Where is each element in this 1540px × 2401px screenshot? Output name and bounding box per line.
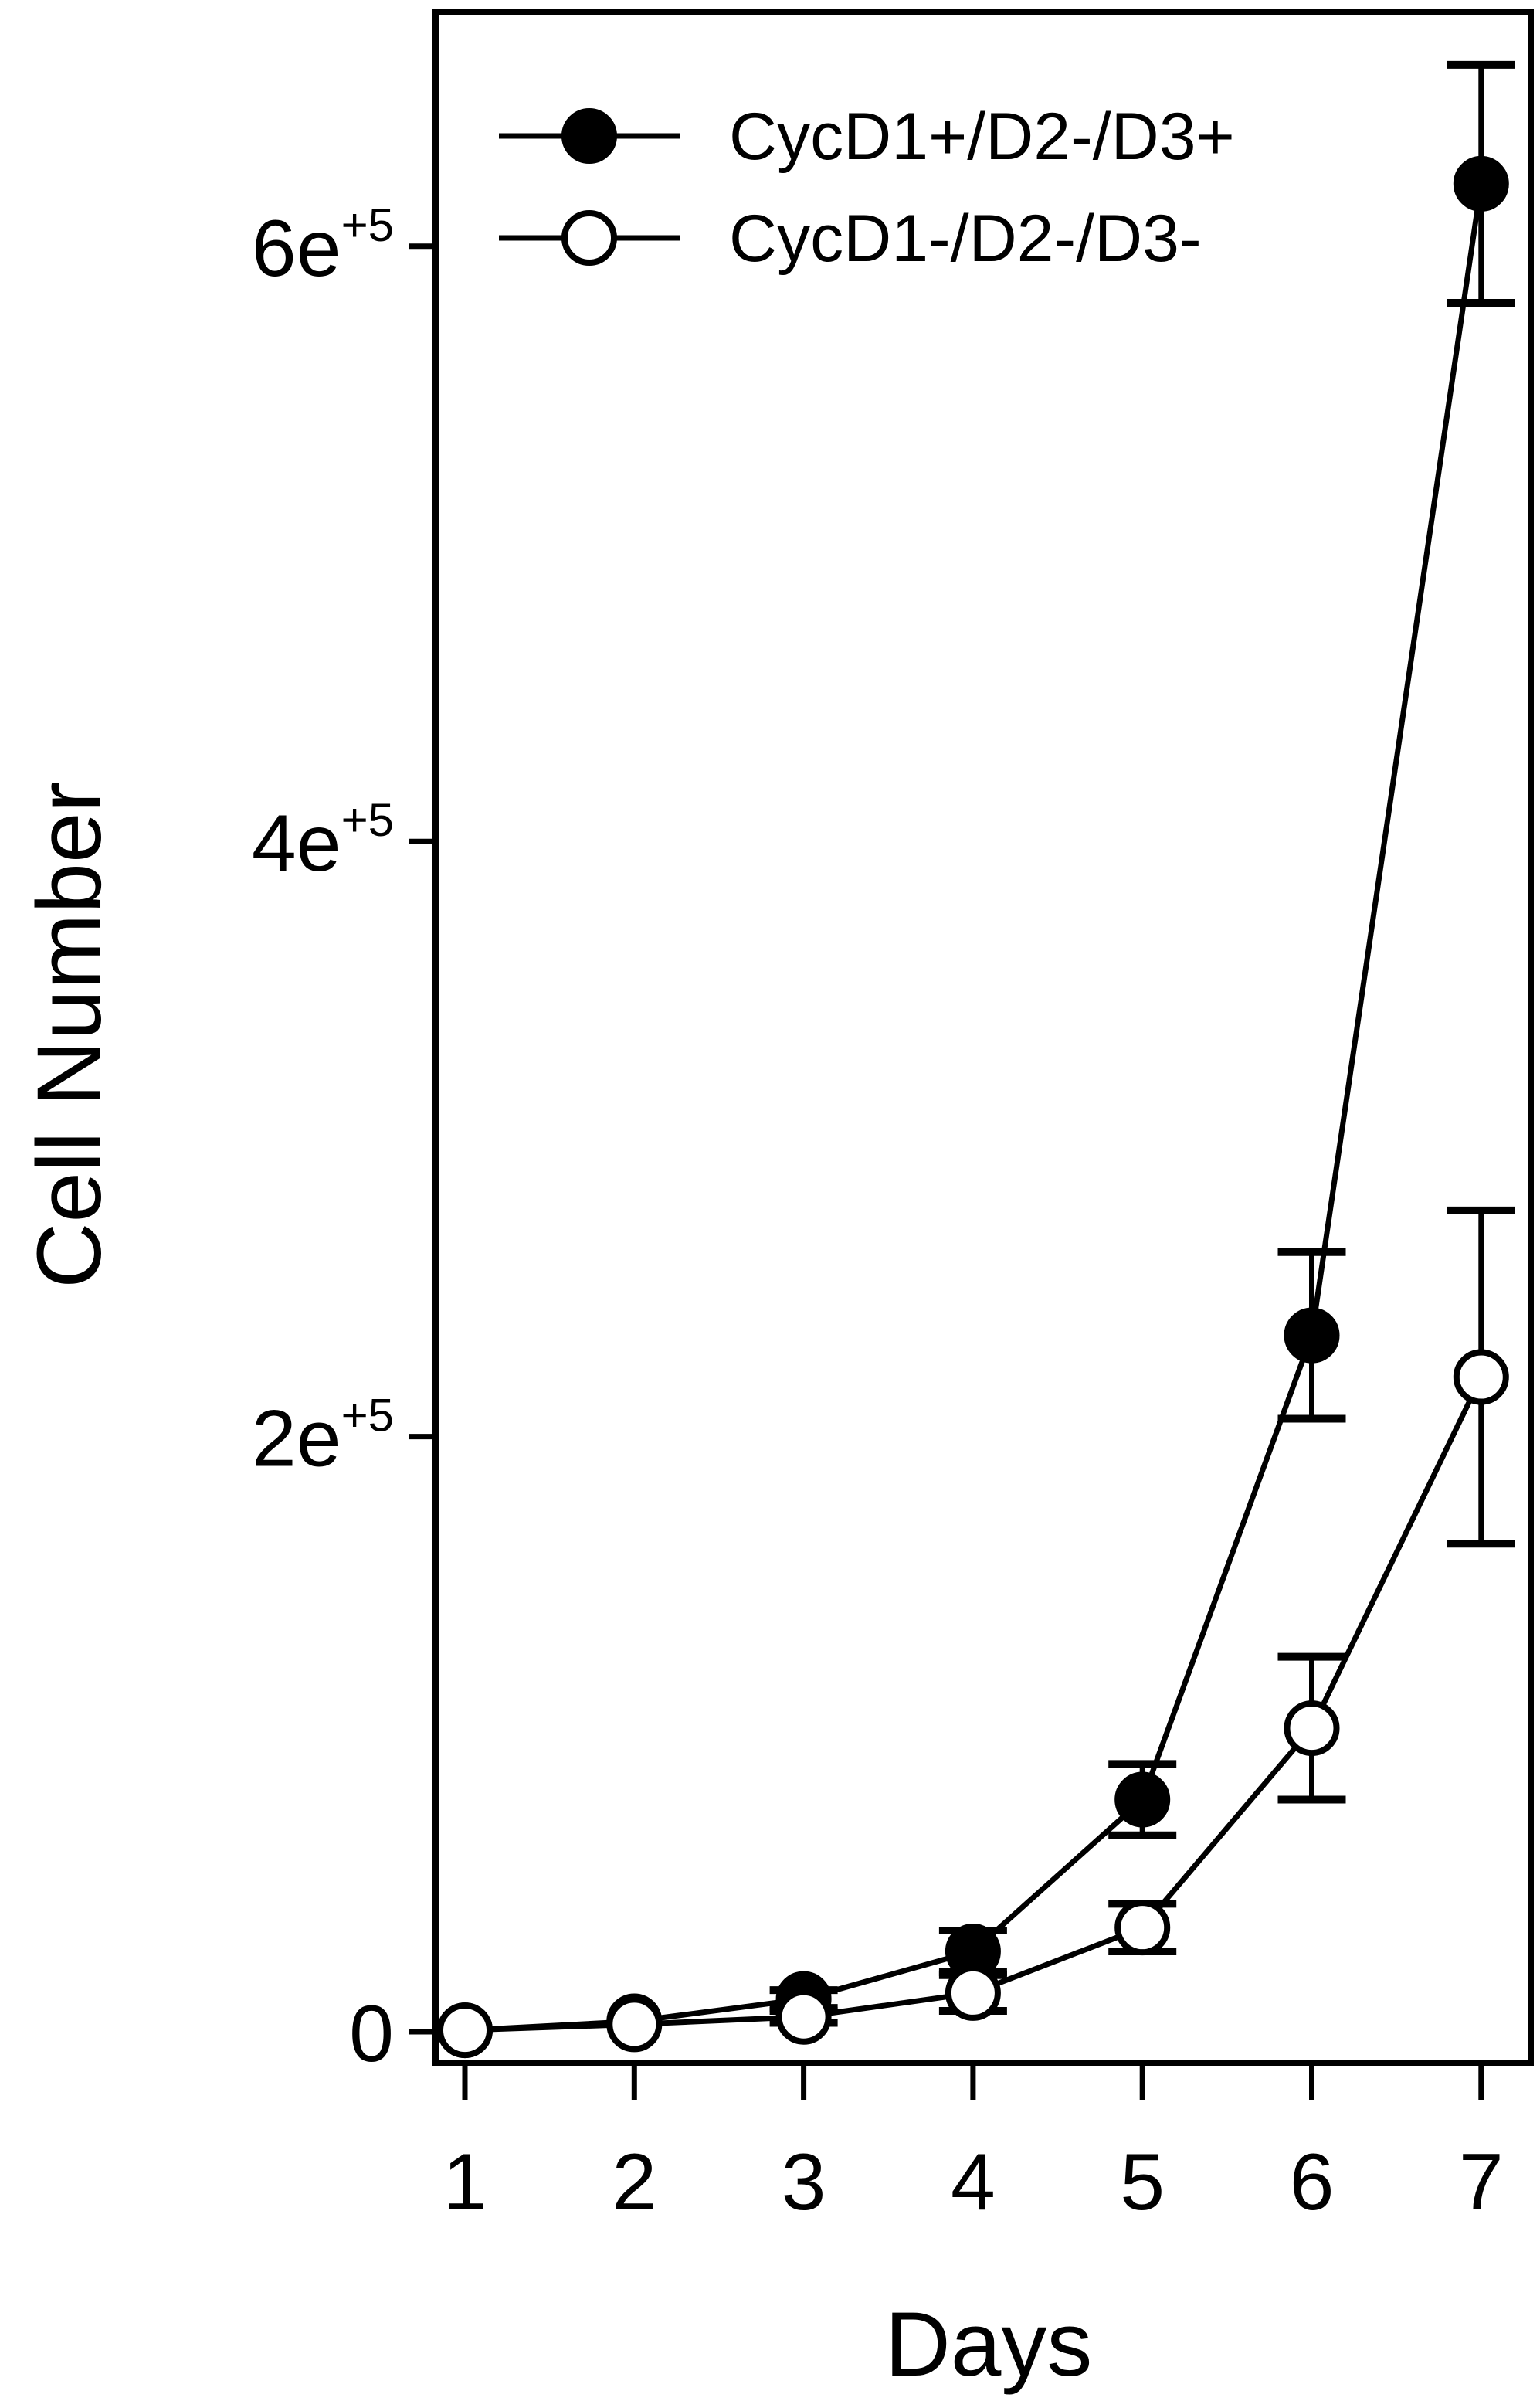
legend-label: CycD1+/D2-/D3+ [729,100,1235,174]
data-point [775,1988,832,2045]
series-0 [437,60,1515,2059]
data-point [1114,1771,1171,1828]
x-tick-label: 1 [443,2138,487,2227]
y-tick-label: 2e+5 [252,1390,394,1484]
data-point [1453,1349,1509,1405]
x-tick-label: 2 [612,2138,656,2227]
y-tick-label: 0 [349,1989,394,2079]
legend-marker [561,210,617,266]
data-point [1114,1900,1171,1956]
x-tick-label: 5 [1120,2138,1165,2227]
legend-marker [561,108,617,164]
x-tick-label: 7 [1459,2138,1504,2227]
data-point [1453,155,1509,212]
x-axis-label: Days [885,2294,1093,2396]
legend-item: CycD1-/D2-/D3- [499,202,1202,276]
data-point [437,2002,493,2059]
legend-item: CycD1+/D2-/D3+ [499,100,1235,174]
data-point [606,1996,663,2053]
x-tick-label: 6 [1290,2138,1335,2227]
y-tick-label: 4e+5 [252,794,394,888]
plot-frame [432,9,1534,2066]
x-tick-label: 3 [782,2138,826,2227]
data-point [1284,1307,1340,1364]
x-tick-label: 4 [951,2138,996,2227]
series-1 [437,1206,1515,2059]
legend-label: CycD1-/D2-/D3- [729,202,1202,276]
y-axis-label: Cell Number [19,782,120,1289]
y-tick-label: 6e+5 [252,199,394,294]
series-line [464,183,1484,2033]
data-point [945,1965,1001,2021]
data-point [1284,1700,1340,1757]
